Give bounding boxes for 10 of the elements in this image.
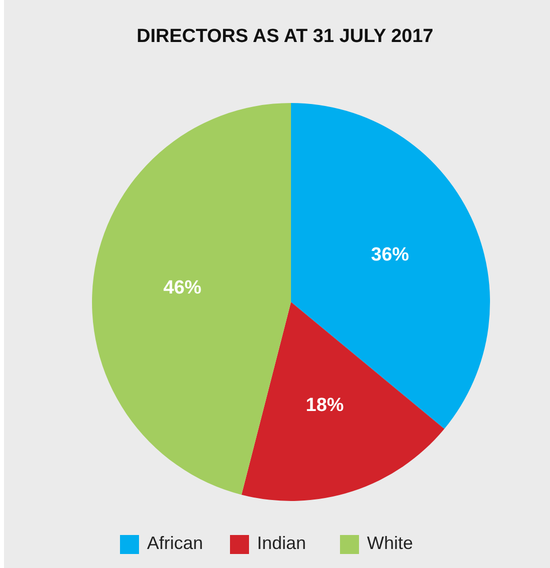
- pie-slice: [92, 103, 291, 495]
- data-label: 46%: [163, 277, 202, 298]
- data-label: 36%: [371, 244, 410, 266]
- legend-label: Indian: [257, 532, 306, 553]
- legend-label: White: [367, 532, 414, 553]
- data-label: 18%: [306, 395, 344, 416]
- legend-label: African: [147, 532, 204, 553]
- pie-slice: [242, 302, 444, 501]
- pie-slice: [291, 103, 490, 429]
- chart-title: DIRECTORS AS AT 31 JULY 2017: [136, 26, 434, 47]
